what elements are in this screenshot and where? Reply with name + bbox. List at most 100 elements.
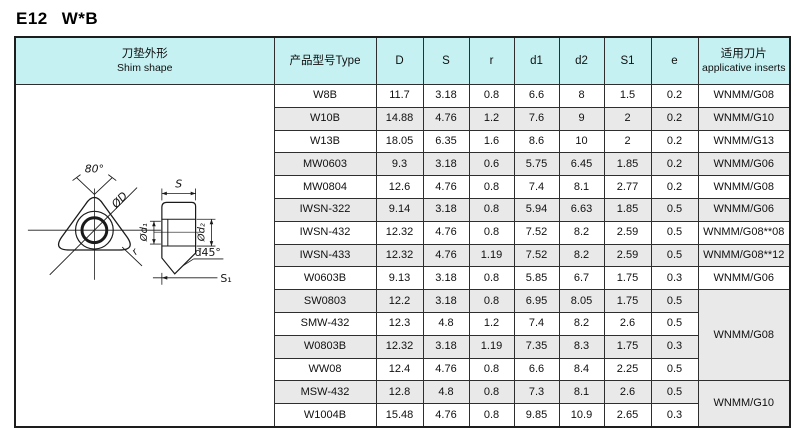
col-header-e: e xyxy=(650,36,699,85)
e-cell: 0.3 xyxy=(650,334,699,359)
r-cell: 0.8 xyxy=(468,380,515,405)
S1-cell: 2.6 xyxy=(603,311,652,336)
type-cell: IWSN-432 xyxy=(273,220,377,245)
page-title-code: E12 xyxy=(16,9,48,28)
trigon-outline xyxy=(58,197,132,252)
col-header-inserts: 适用刀片 applicative inserts xyxy=(697,36,791,85)
S-cell: 4.76 xyxy=(422,357,470,382)
chamfer-label: đ45° xyxy=(195,246,221,259)
type-cell: IWSN-433 xyxy=(273,243,377,268)
table-row: SMW-432 12.3 4.8 1.2 7.4 8.2 2.6 0.5 xyxy=(15,311,790,336)
table-row: 80° ØD r S Ød₁ xyxy=(14,83,791,428)
d1-cell: 7.52 xyxy=(513,243,560,268)
col-header-s1: S1 xyxy=(603,36,652,85)
d2-cell: 8.1 xyxy=(558,175,605,199)
type-cell: MSW-432 xyxy=(273,380,377,405)
S1-cell: 2.6 xyxy=(603,380,652,405)
d2-cell: 8.2 xyxy=(558,220,605,245)
applicative-insert-cell: WNMM/G10 xyxy=(697,380,791,428)
D-cell: 12.32 xyxy=(375,334,424,359)
side-profile xyxy=(161,202,197,276)
S-cell: 3.18 xyxy=(422,289,470,313)
d1-cell: 5.75 xyxy=(513,152,560,177)
d2-cell: 9 xyxy=(558,106,605,131)
type-cell: MW0804 xyxy=(273,175,377,199)
type-cell: W13B xyxy=(273,129,377,154)
D-cell: 9.14 xyxy=(375,197,424,222)
S1-cell: 1.75 xyxy=(603,334,652,359)
S1-cell: 2 xyxy=(603,129,652,154)
d2-cell: 8.4 xyxy=(558,357,605,382)
d1-cell: 7.6 xyxy=(513,106,560,131)
r-cell: 0.8 xyxy=(468,357,515,382)
r-cell: 0.8 xyxy=(468,220,515,245)
thickness-label: S xyxy=(176,178,183,191)
D-cell: 18.05 xyxy=(375,129,424,154)
r-cell: 1.19 xyxy=(468,243,515,268)
e-cell: 0.2 xyxy=(650,129,699,154)
radius-leader xyxy=(122,247,143,267)
S-cell: 4.8 xyxy=(422,380,470,405)
d2-cell: 6.63 xyxy=(558,197,605,222)
e-cell: 0.5 xyxy=(650,289,699,313)
diameter-label: ØD xyxy=(109,190,131,212)
S1-cell: 1.85 xyxy=(603,197,652,222)
D-cell: 11.7 xyxy=(375,84,424,108)
D-cell: 15.48 xyxy=(375,403,424,428)
seat-thickness-label: S₁ xyxy=(221,272,232,285)
S-cell: 4.8 xyxy=(422,311,470,336)
S-cell: 4.76 xyxy=(422,243,470,268)
shim-spec-table: 刀垫外形 Shim shape 产品型号Type D S r d1 d2 S1 … xyxy=(14,36,791,428)
d1-cell: 6.6 xyxy=(513,357,560,382)
table-row: IWSN-432 12.32 4.76 0.8 7.52 8.2 2.59 0.5 WNMM/G… xyxy=(15,220,791,245)
r-cell: 0.8 xyxy=(468,84,515,108)
D-cell: 12.32 xyxy=(375,243,424,268)
r-cell: 1.6 xyxy=(468,129,515,154)
col-header-d2: d2 xyxy=(558,36,605,85)
S1-cell: 1.75 xyxy=(603,266,652,291)
col-header-r: r xyxy=(468,36,515,85)
angle-label: 80° xyxy=(85,163,104,176)
S-cell: 6.35 xyxy=(422,129,470,154)
e-cell: 0.3 xyxy=(650,266,699,291)
page-title-series: W*B xyxy=(61,9,99,28)
applicative-insert-cell: WNMM/G06 xyxy=(697,266,791,291)
col-header-d1: d1 xyxy=(513,36,560,85)
front-view: 80° ØD r xyxy=(28,163,162,281)
S-cell: 4.76 xyxy=(422,403,470,428)
table-row: W13B 18.05 6.35 1.6 8.6 10 2 0.2 WNMM/G13 xyxy=(15,129,791,154)
S1-cell: 2.25 xyxy=(603,357,652,382)
D-cell: 9.3 xyxy=(375,152,424,177)
side-view: S Ød₁ Ød₂ đ45° S₁ xyxy=(138,178,232,285)
D-cell: 12.2 xyxy=(375,289,424,313)
e-cell: 0.5 xyxy=(650,380,699,405)
r-cell: 1.2 xyxy=(468,106,515,131)
e-cell: 0.2 xyxy=(650,106,699,131)
r-cell: 0.8 xyxy=(468,289,515,313)
D-cell: 12.8 xyxy=(375,380,424,405)
type-cell: W0603B xyxy=(273,266,377,291)
type-cell: W10B xyxy=(273,106,377,131)
type-cell: SW0803 xyxy=(273,289,377,313)
d1-cell: 6.95 xyxy=(513,289,560,313)
section-diagonal xyxy=(49,187,138,276)
applicative-insert-cell: WNMM/G08**12 xyxy=(697,243,791,268)
r-cell: 0.8 xyxy=(468,175,515,199)
e-cell: 0.2 xyxy=(650,175,699,199)
e-cell: 0.5 xyxy=(650,311,699,336)
d1-cell: 9.85 xyxy=(513,403,560,428)
bore-dim-label: Ød₁ xyxy=(138,224,150,243)
corner-radius-label: r xyxy=(130,247,141,258)
D-cell: 12.3 xyxy=(375,311,424,336)
e-cell: 0.5 xyxy=(650,357,699,382)
r-cell: 0.8 xyxy=(468,266,515,291)
D-cell: 14.88 xyxy=(375,106,424,131)
table-row: MW0804 12.6 4.76 0.8 7.4 8.1 2.77 0.2 WNMM/G08 xyxy=(15,175,791,199)
e-cell: 0.3 xyxy=(650,403,699,428)
d2-cell: 6.7 xyxy=(558,266,605,291)
applicative-insert-cell: WNMM/G08 xyxy=(697,84,791,108)
col-header-type: 产品型号Type xyxy=(273,36,377,85)
col-header-shim-shape: 刀垫外形 Shim shape xyxy=(14,36,275,85)
d1-cell: 5.85 xyxy=(513,266,560,291)
type-cell: W1004B xyxy=(273,403,377,428)
